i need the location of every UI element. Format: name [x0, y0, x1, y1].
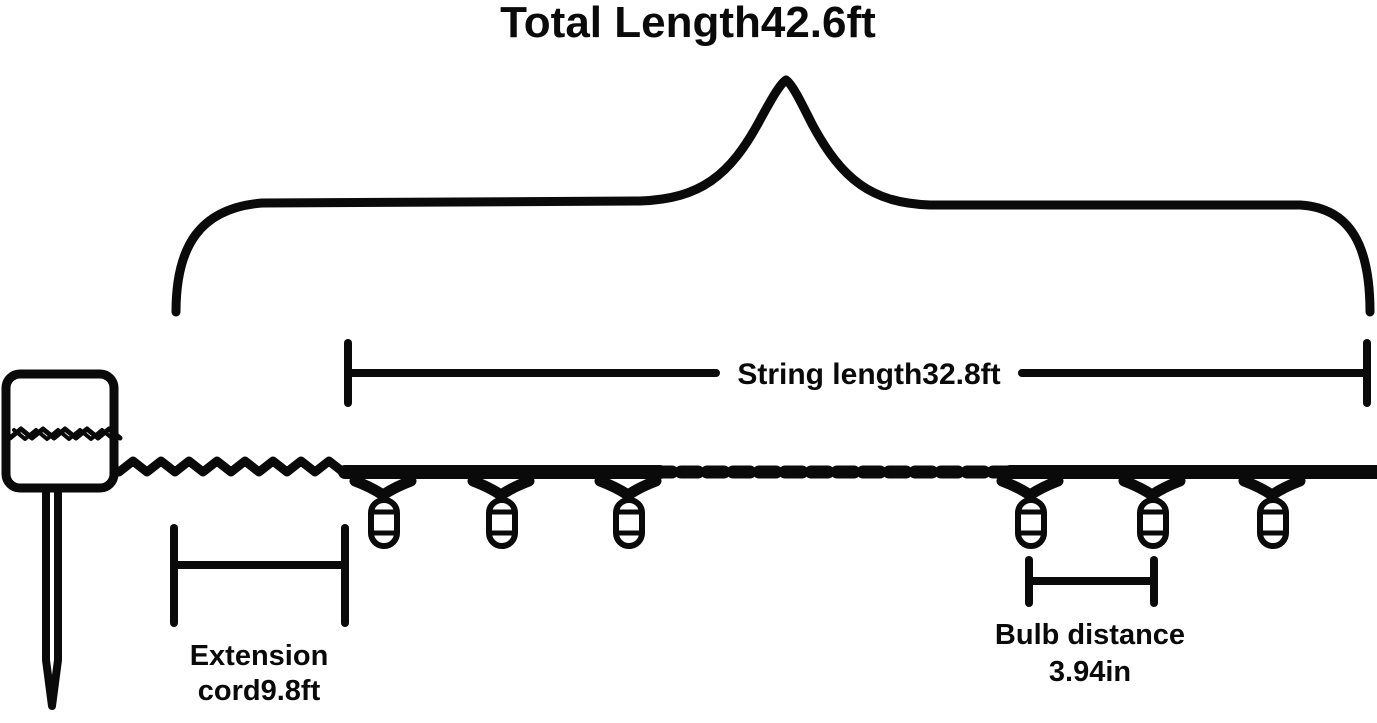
total-length-title: Total Length42.6ft — [500, 0, 876, 47]
bulb-socket-hook — [594, 475, 662, 501]
bulb-group-right — [996, 475, 1306, 549]
panel-texture-zigzag-2 — [12, 428, 115, 441]
bulb-socket-hook — [467, 475, 535, 501]
ground-stake — [42, 484, 62, 710]
bulb-glass — [486, 497, 518, 549]
total-length-leader-curve — [171, 75, 1375, 317]
bulb — [996, 475, 1064, 549]
bulb-glass — [1257, 497, 1289, 549]
bulb-glass — [1137, 497, 1169, 549]
bulb-group-left — [349, 475, 662, 549]
bulb — [1118, 475, 1186, 549]
bulb — [594, 475, 662, 549]
bulb-socket-hook — [349, 475, 417, 501]
bulb-glass — [1015, 497, 1047, 549]
bulb-socket-hook — [1238, 475, 1306, 501]
string-length-label: String length32.8ft — [737, 358, 1000, 391]
bulb — [467, 475, 535, 549]
extension-cord-label-line2: cord9.8ft — [198, 675, 321, 707]
bulb-glass — [613, 497, 645, 549]
bulb-socket-hook — [1118, 475, 1186, 501]
bulb — [349, 475, 417, 549]
bulb — [1238, 475, 1306, 549]
extension-cord-label-line1: Extension — [190, 640, 329, 672]
extension-cord-zigzag — [114, 456, 348, 477]
bulb-glass — [368, 497, 400, 549]
bulb-distance-label-line1: Bulb distance — [995, 619, 1185, 651]
bulb-socket-hook — [996, 475, 1064, 501]
bulb-distance-label-line2: 3.94in — [1049, 656, 1131, 688]
